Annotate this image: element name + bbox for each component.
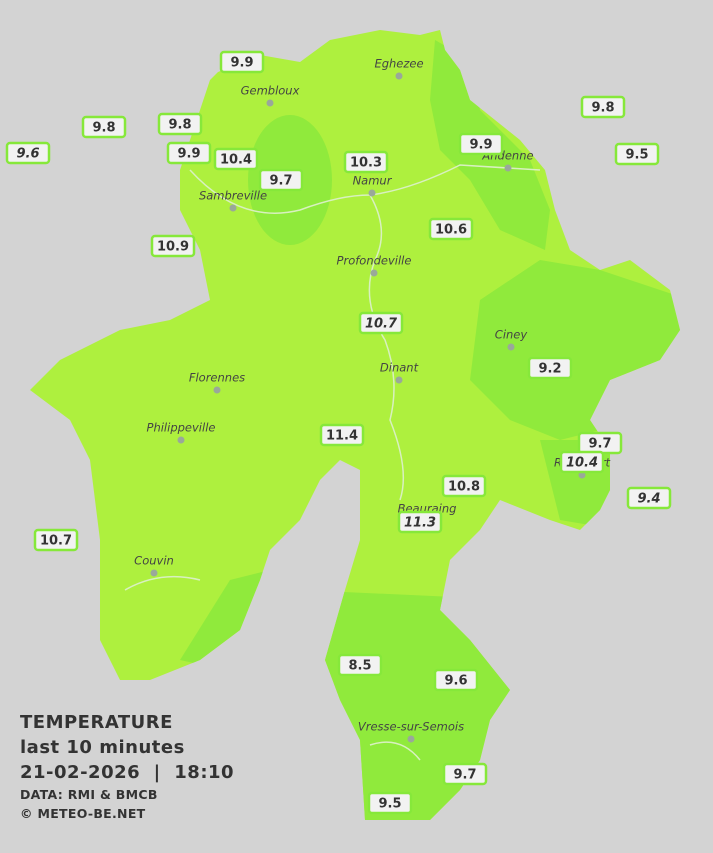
station-value: 9.6 — [444, 674, 467, 689]
station-value: 10.3 — [350, 156, 382, 171]
station-box — [580, 95, 626, 119]
station-value: 10.4 — [220, 153, 252, 168]
station-box — [5, 141, 51, 165]
station-value: 8.5 — [348, 659, 371, 674]
station-value: 9.9 — [230, 56, 253, 71]
station-value: 9.8 — [591, 101, 614, 116]
city-dot — [213, 386, 221, 394]
station-box — [81, 115, 127, 139]
station-box — [614, 142, 660, 166]
station-value: 10.6 — [435, 223, 467, 238]
station-value: 9.9 — [469, 138, 492, 153]
city-dot — [368, 189, 376, 197]
station-box — [527, 356, 573, 380]
city-dot — [507, 343, 515, 351]
city-dot — [407, 735, 415, 743]
station-value: 9.6 — [16, 147, 39, 162]
city-label: Profondeville — [337, 254, 412, 268]
station-box — [358, 311, 404, 335]
city-label: Dinant — [380, 361, 419, 375]
copyright: © METEO-BE.NET — [20, 806, 146, 821]
city-label: Couvin — [134, 554, 174, 568]
city-label: Ciney — [495, 328, 528, 342]
station-value: 9.7 — [453, 768, 476, 783]
city-label: Sambreville — [199, 189, 267, 203]
station-box — [433, 668, 479, 692]
station-box — [626, 486, 672, 510]
station-value: 9.5 — [625, 148, 648, 163]
title: TEMPERATURE — [20, 712, 173, 733]
legend: TEMPERATURE last 10 minutes 21-02-2026 |… — [20, 710, 234, 823]
station-box — [428, 217, 474, 241]
station-value: 9.7 — [269, 174, 292, 189]
timestamp: 21-02-2026 | 18:10 — [20, 762, 235, 783]
station-box — [559, 450, 605, 474]
station-box — [397, 510, 443, 534]
station-value: 11.3 — [404, 516, 436, 531]
station-value: 10.4 — [566, 456, 598, 471]
source: DATA: RMI & BMCB — [20, 787, 158, 802]
station-value: 10.8 — [448, 480, 480, 495]
station-box — [219, 50, 265, 74]
station-value: 9.8 — [168, 118, 191, 133]
city-label: Philippeville — [147, 421, 216, 435]
city-dot — [370, 269, 378, 277]
city-dot — [266, 99, 274, 107]
city-label: Eghezee — [374, 57, 423, 71]
station-box — [458, 132, 504, 156]
station-box — [157, 112, 203, 136]
station-box — [441, 474, 487, 498]
city-dot — [177, 436, 185, 444]
city-dot — [504, 164, 512, 172]
station-value: 9.9 — [177, 147, 200, 162]
city-dot — [395, 376, 403, 384]
city-dot — [150, 569, 158, 577]
city-dot — [395, 72, 403, 80]
station-box — [166, 141, 212, 165]
station-value: 10.7 — [40, 534, 72, 549]
subtitle: last 10 minutes — [20, 737, 185, 758]
station-box — [33, 528, 79, 552]
city-label: Gembloux — [241, 84, 300, 98]
station-box — [367, 791, 413, 815]
city-label: Vresse-sur-Semois — [358, 720, 464, 734]
station-value: 11.4 — [326, 429, 358, 444]
city-label: Florennes — [189, 371, 245, 385]
station-value: 10.7 — [365, 317, 398, 332]
city-dot — [229, 204, 237, 212]
station-value: 9.7 — [588, 437, 611, 452]
station-box — [343, 150, 389, 174]
station-box — [442, 762, 488, 786]
station-value: 9.8 — [92, 121, 115, 136]
station-box — [213, 147, 259, 171]
station-box — [150, 234, 196, 258]
station-box — [337, 653, 383, 677]
station-value: 9.5 — [378, 797, 401, 812]
station-value: 9.2 — [538, 362, 561, 377]
station-value: 9.4 — [637, 492, 660, 507]
station-box — [319, 423, 365, 447]
city-label: Namur — [353, 174, 393, 188]
station-value: 10.9 — [157, 240, 189, 255]
station-box — [258, 168, 304, 192]
